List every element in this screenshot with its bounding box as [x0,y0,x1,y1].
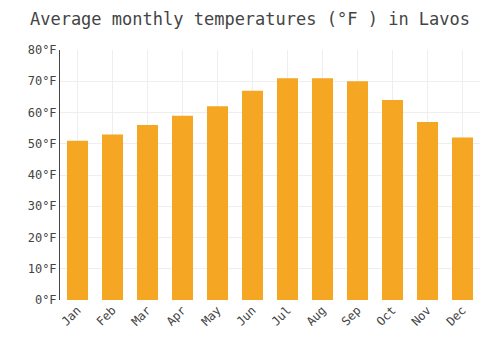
svg-text:Dec: Dec [444,303,469,328]
svg-text:Jul: Jul [269,303,294,328]
svg-text:Sep: Sep [339,303,364,328]
svg-text:Aug: Aug [304,303,329,328]
svg-text:Average monthly temperatures (: Average monthly temperatures (°F ) in La… [30,9,470,29]
svg-text:Nov: Nov [409,303,434,328]
svg-text:Apr: Apr [164,303,189,328]
svg-text:30°F: 30°F [28,199,57,213]
svg-text:70°F: 70°F [28,74,57,88]
svg-text:50°F: 50°F [28,137,57,151]
svg-text:10°F: 10°F [28,262,57,276]
svg-text:Jun: Jun [234,303,259,328]
svg-text:40°F: 40°F [28,168,57,182]
svg-text:Mar: Mar [129,303,154,328]
svg-text:Oct: Oct [374,303,399,328]
svg-text:Jan: Jan [59,303,84,328]
svg-text:Feb: Feb [94,303,119,328]
svg-text:May: May [199,303,224,328]
svg-text:80°F: 80°F [28,43,57,57]
svg-text:0°F: 0°F [35,293,57,307]
svg-text:20°F: 20°F [28,231,57,245]
svg-text:60°F: 60°F [28,106,57,120]
